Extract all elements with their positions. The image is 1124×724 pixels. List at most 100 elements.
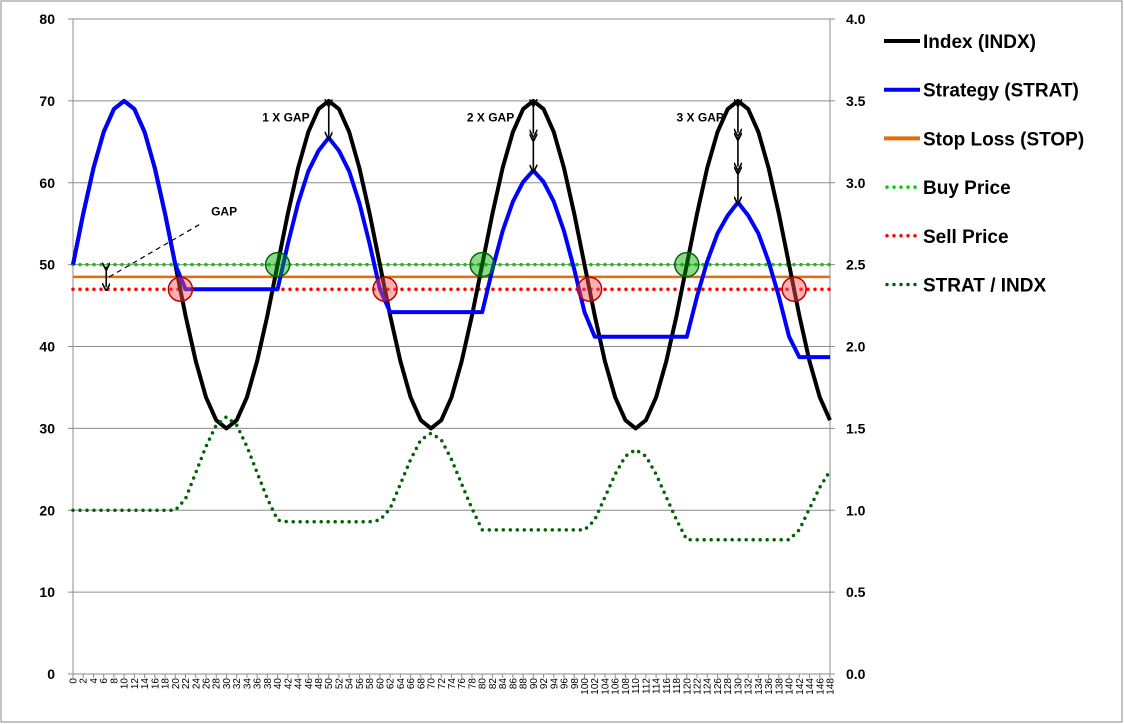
annotation-label: 3 X GAP xyxy=(677,110,724,124)
sell-marker xyxy=(167,276,194,302)
y-tick-label: 10 xyxy=(39,584,55,600)
x-tick-label: 102 xyxy=(590,678,601,695)
x-tick-label: 126 xyxy=(713,678,724,695)
y-tick-label: 80 xyxy=(39,11,55,27)
y-tick-label: 60 xyxy=(39,175,55,191)
y-tick-label: 20 xyxy=(39,502,55,518)
x-tick-label: 36 xyxy=(253,678,264,690)
x-tick-label: 64 xyxy=(396,678,407,690)
x-tick-label: 112 xyxy=(641,678,652,694)
x-tick-label: 78 xyxy=(467,678,478,690)
annotation-label: 1 X GAP xyxy=(262,110,309,124)
x-tick-label: 60 xyxy=(375,678,386,690)
x-tick-label: 144 xyxy=(805,678,816,695)
x-tick-label: 146 xyxy=(815,678,826,695)
x-tick-label: 54 xyxy=(345,678,356,690)
x-tick-label: 138 xyxy=(774,678,785,695)
axes: 0 0.010 0.520 1.030 1.540 2.050 2.560 3.070 3.58… xyxy=(39,11,865,695)
x-tick-label: 28 xyxy=(212,678,223,690)
x-tick-label: 82 xyxy=(488,678,499,690)
x-tick-label: 44 xyxy=(294,678,305,690)
x-tick-label: 100 xyxy=(580,678,591,695)
x-tick-label: 24 xyxy=(191,678,202,690)
x-tick-label: 88 xyxy=(519,678,530,690)
markers xyxy=(167,251,807,302)
y-tick-label: 30 xyxy=(39,420,55,436)
x-tick-label: 120 xyxy=(682,678,693,695)
x-tick-label: 8 xyxy=(109,678,120,684)
x-tick-label: 132 xyxy=(744,678,755,695)
x-tick-label: 84 xyxy=(498,678,509,690)
x-tick-label: 20 xyxy=(171,678,182,690)
x-tick-label: 140 xyxy=(785,678,796,695)
x-tick-label: 32 xyxy=(232,678,243,690)
x-tick-label: 96 xyxy=(560,678,571,690)
x-tick-label: 114 xyxy=(652,678,663,694)
legend: Index (INDX) Strategy (STRAT) Stop Loss (S… xyxy=(884,32,1084,297)
x-tick-label: 98 xyxy=(570,678,581,690)
y2-tick-label: 3.0 xyxy=(846,175,866,191)
x-tick-label: 40 xyxy=(273,678,284,690)
x-tick-label: 116 xyxy=(662,678,673,694)
legend-label: Buy Price xyxy=(923,178,1011,199)
x-tick-label: 122 xyxy=(693,678,704,695)
annotation-label: GAP xyxy=(211,205,237,219)
x-tick-label: 80 xyxy=(478,678,489,690)
x-tick-label: 136 xyxy=(764,678,775,695)
x-tick-label: 10 xyxy=(120,678,131,690)
x-tick-label: 4 xyxy=(89,678,100,684)
x-tick-label: 142 xyxy=(795,678,806,695)
series-line-strat-indx xyxy=(71,415,832,542)
x-tick-label: 106 xyxy=(611,678,622,695)
series-line-index-indx- xyxy=(71,98,832,431)
y-tick-label: 70 xyxy=(39,93,55,109)
x-tick-label: 68 xyxy=(416,678,427,690)
x-tick-label: 70 xyxy=(427,678,438,690)
x-tick-label: 124 xyxy=(703,678,714,695)
sell-marker xyxy=(576,276,603,302)
x-tick-label: 48 xyxy=(314,678,325,690)
x-tick-label: 92 xyxy=(539,678,550,690)
x-tick-label: 130 xyxy=(733,678,744,695)
y-tick-label: 0 xyxy=(47,666,55,682)
x-tick-label: 134 xyxy=(754,678,765,695)
x-tick-label: 14 xyxy=(140,678,151,690)
x-tick-label: 6 xyxy=(99,678,110,684)
x-tick-label: 58 xyxy=(365,678,376,690)
x-tick-label: 18 xyxy=(161,678,172,690)
x-tick-label: 2 xyxy=(79,678,90,684)
x-tick-label: 52 xyxy=(334,678,345,690)
y2-tick-label: 0.0 xyxy=(846,666,866,682)
x-tick-label: 56 xyxy=(355,678,366,690)
sell-marker xyxy=(781,276,807,302)
x-tick-label: 72 xyxy=(437,678,448,690)
series xyxy=(71,98,832,542)
legend-label: Stop Loss (STOP) xyxy=(923,129,1084,150)
x-tick-label: 42 xyxy=(283,678,294,690)
annotations: GAP 1 X GAP 2 X GAP 3 X GAP xyxy=(106,103,738,287)
y-tick-label: 40 xyxy=(39,339,55,355)
x-tick-label: 50 xyxy=(324,678,335,690)
x-tick-label: 22 xyxy=(181,678,192,690)
y-tick-label: 50 xyxy=(39,257,55,273)
x-tick-label: 12 xyxy=(130,678,141,690)
x-tick-label: 118 xyxy=(672,678,683,694)
sell-marker xyxy=(372,276,398,302)
legend-label: STRAT / INDX xyxy=(923,276,1046,297)
x-tick-label: 110 xyxy=(631,678,642,694)
buy-marker xyxy=(264,251,291,278)
x-tick-label: 62 xyxy=(386,678,397,690)
x-tick-label: 16 xyxy=(150,678,161,690)
y2-tick-label: 3.5 xyxy=(846,93,866,109)
series-line-strategy-strat- xyxy=(71,98,830,360)
legend-label: Strategy (STRAT) xyxy=(923,81,1079,102)
x-tick-label: 90 xyxy=(529,678,540,690)
annotation-label: 2 X GAP xyxy=(467,110,514,124)
y2-tick-label: 0.5 xyxy=(846,584,866,600)
x-tick-label: 66 xyxy=(406,678,417,690)
x-tick-label: 38 xyxy=(263,678,274,690)
x-tick-label: 148 xyxy=(826,678,837,695)
buy-marker xyxy=(674,251,700,278)
